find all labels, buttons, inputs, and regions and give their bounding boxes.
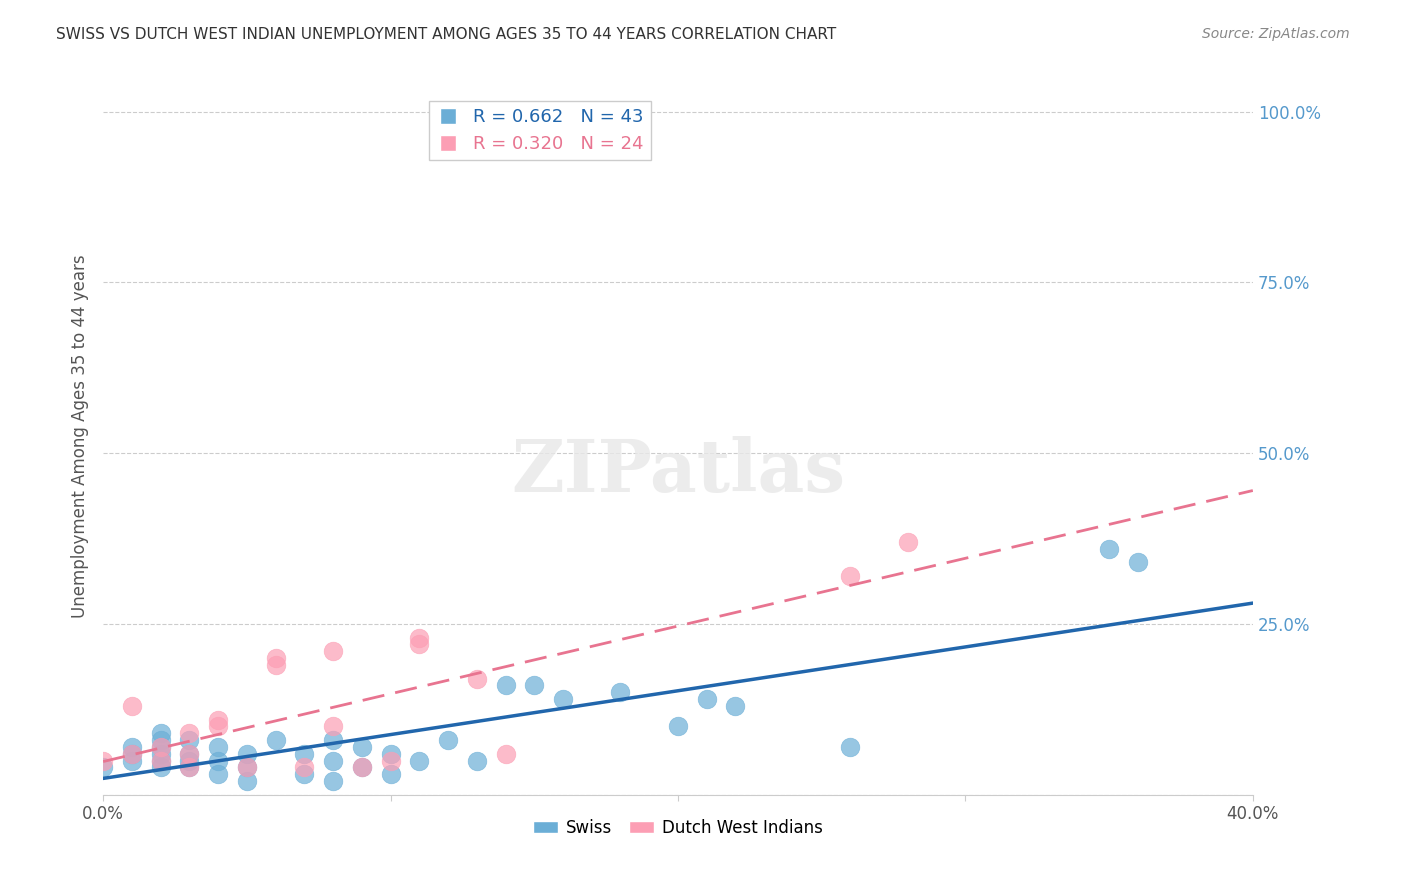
Point — [322, 774, 344, 789]
Point — [179, 747, 201, 761]
Point — [179, 733, 201, 747]
Point — [408, 631, 430, 645]
Point — [408, 637, 430, 651]
Point — [839, 569, 862, 583]
Point — [207, 739, 229, 754]
Point — [236, 760, 259, 774]
Point — [179, 726, 201, 740]
Point — [207, 713, 229, 727]
Text: SWISS VS DUTCH WEST INDIAN UNEMPLOYMENT AMONG AGES 35 TO 44 YEARS CORRELATION CH: SWISS VS DUTCH WEST INDIAN UNEMPLOYMENT … — [56, 27, 837, 42]
Point — [897, 535, 920, 549]
Point — [465, 672, 488, 686]
Point — [264, 657, 287, 672]
Point — [236, 747, 259, 761]
Point — [437, 733, 460, 747]
Point — [551, 692, 574, 706]
Point — [322, 719, 344, 733]
Point — [495, 678, 517, 692]
Point — [149, 739, 172, 754]
Point — [465, 754, 488, 768]
Point — [322, 754, 344, 768]
Legend: Swiss, Dutch West Indians: Swiss, Dutch West Indians — [526, 813, 830, 844]
Point — [350, 760, 373, 774]
Point — [149, 754, 172, 768]
Point — [523, 678, 546, 692]
Point — [292, 760, 315, 774]
Point — [91, 760, 114, 774]
Point — [322, 644, 344, 658]
Point — [149, 760, 172, 774]
Point — [207, 754, 229, 768]
Point — [350, 760, 373, 774]
Point — [179, 760, 201, 774]
Point — [380, 767, 402, 781]
Point — [380, 754, 402, 768]
Point — [207, 719, 229, 733]
Point — [408, 754, 430, 768]
Point — [236, 774, 259, 789]
Point — [149, 733, 172, 747]
Point — [149, 754, 172, 768]
Point — [121, 747, 143, 761]
Point — [121, 739, 143, 754]
Point — [179, 754, 201, 768]
Point — [121, 754, 143, 768]
Point — [179, 760, 201, 774]
Point — [350, 739, 373, 754]
Point — [1126, 556, 1149, 570]
Y-axis label: Unemployment Among Ages 35 to 44 years: Unemployment Among Ages 35 to 44 years — [72, 254, 89, 618]
Point — [292, 767, 315, 781]
Point — [380, 747, 402, 761]
Point — [264, 733, 287, 747]
Point — [179, 747, 201, 761]
Point — [696, 692, 718, 706]
Point — [149, 726, 172, 740]
Point — [121, 747, 143, 761]
Text: ZIPatlas: ZIPatlas — [510, 436, 845, 508]
Text: Source: ZipAtlas.com: Source: ZipAtlas.com — [1202, 27, 1350, 41]
Point — [724, 698, 747, 713]
Point — [609, 685, 631, 699]
Point — [1098, 541, 1121, 556]
Point — [121, 698, 143, 713]
Point — [839, 739, 862, 754]
Point — [495, 747, 517, 761]
Point — [91, 754, 114, 768]
Point — [666, 719, 689, 733]
Point — [322, 733, 344, 747]
Point — [236, 760, 259, 774]
Point — [264, 651, 287, 665]
Point — [149, 739, 172, 754]
Point — [292, 747, 315, 761]
Point — [207, 767, 229, 781]
Point — [149, 747, 172, 761]
